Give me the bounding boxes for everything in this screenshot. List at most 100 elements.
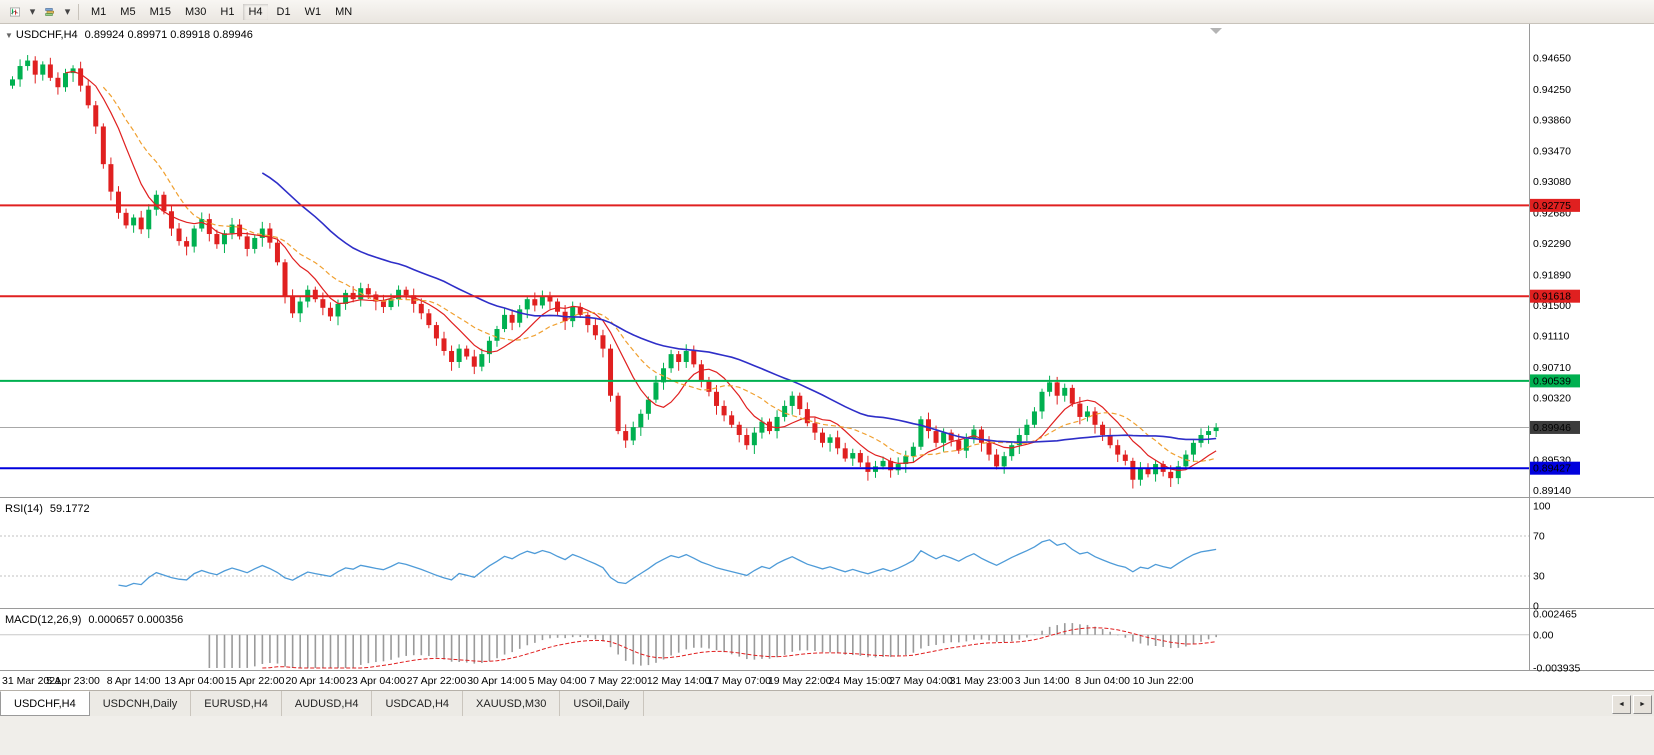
price-tag-text: 0.89427 (1533, 463, 1571, 475)
chart-window-caret-icon[interactable]: ▾ (27, 2, 38, 22)
timeframe-mn[interactable]: MN (329, 3, 358, 21)
timeframe-m1[interactable]: M1 (85, 3, 112, 21)
rsi-line (118, 539, 1217, 587)
chart-symbol: USDCHF,H4 (15, 29, 78, 41)
chart-window-icon[interactable] (3, 2, 27, 22)
timeframe-h4[interactable]: H4 (242, 3, 268, 21)
toolbar: ▾ ▾ M1 M5 M15 M30 H1 H4 D1 W1 MN (0, 0, 1654, 24)
chart-background (0, 24, 1654, 690)
ma-fast-line (65, 70, 1217, 472)
price-tag-text: 0.92775 (1533, 200, 1571, 212)
candles (10, 55, 1219, 489)
price-tick: 0.90320 (1533, 393, 1571, 405)
price-tick: 0.92290 (1533, 238, 1571, 250)
chart-canvas[interactable]: 0.946500.942500.938600.934700.930800.926… (0, 24, 1654, 690)
time-tick: 8 Apr 14:00 (107, 675, 161, 687)
macd-tick: 0.002465 (1533, 609, 1577, 621)
price-tag-text: 0.89946 (1533, 422, 1571, 434)
tab-audusd-h4[interactable]: AUDUSD,H4 (282, 691, 373, 716)
price-tick: 0.89140 (1533, 485, 1571, 497)
tab-xauusd-m30[interactable]: XAUUSD,M30 (463, 691, 561, 716)
price-tick: 0.91890 (1533, 269, 1571, 281)
rsi-tick: 70 (1533, 531, 1545, 543)
price-tick: 0.90710 (1533, 362, 1571, 374)
timeframe-d1[interactable]: D1 (271, 3, 297, 21)
price-tick: 0.93860 (1533, 115, 1571, 127)
price-tag-0.90539 (1530, 374, 1580, 388)
price-tick: 0.91110 (1533, 331, 1570, 343)
rsi-label: RSI(14) (5, 503, 43, 515)
macd-tick: 0.00 (1533, 629, 1554, 641)
rsi-tick: 0 (1533, 601, 1539, 613)
time-tick: 10 Jun 22:00 (1133, 675, 1194, 687)
price-tag-0.89427 (1530, 461, 1580, 475)
rsi-value: 59.1772 (49, 503, 90, 515)
time-tick: 31 May 23:00 (950, 675, 1014, 687)
time-tick: 27 Apr 22:00 (407, 675, 467, 687)
tab-usdcnh-daily[interactable]: USDCNH,Daily (90, 691, 192, 716)
price-tick: 0.91500 (1533, 300, 1571, 312)
mini-candlestick-icon (10, 7, 20, 16)
time-tick: 23 Apr 04:00 (346, 675, 406, 687)
toolbar-separator (78, 3, 79, 20)
time-tick: 30 Apr 14:00 (467, 675, 527, 687)
macd-signal-line (262, 627, 1217, 669)
main-price-pane[interactable] (0, 55, 1529, 489)
time-tick: 17 May 07:00 (707, 675, 771, 687)
price-tag-0.91618 (1530, 289, 1580, 303)
timeframe-m15[interactable]: M15 (144, 3, 177, 21)
macd-value: 0.000657 0.000356 (88, 614, 184, 626)
tab-eurusd-h4[interactable]: EURUSD,H4 (191, 691, 282, 716)
time-tick: 24 May 15:00 (829, 675, 893, 687)
chart-tab-bar: USDCHF,H4 USDCNH,Daily EURUSD,H4 AUDUSD,… (0, 690, 1654, 716)
timeframe-h1[interactable]: H1 (214, 3, 240, 21)
rsi-tick: 100 (1533, 501, 1551, 513)
price-tick: 0.94650 (1533, 53, 1571, 65)
time-tick: 5 May 04:00 (529, 675, 587, 687)
time-tick: 15 Apr 22:00 (225, 675, 285, 687)
indicators-icon[interactable] (38, 2, 62, 22)
price-axis[interactable]: 0.946500.942500.938600.934700.930800.926… (1530, 53, 1580, 675)
macd-tick: -0.003935 (1533, 663, 1580, 675)
collapse-triangle-icon[interactable]: ▼ (5, 31, 13, 40)
timeframe-m5[interactable]: M5 (114, 3, 141, 21)
layers-icon (45, 8, 54, 16)
price-tick: 0.94250 (1533, 84, 1571, 96)
time-tick: 19 May 22:00 (768, 675, 832, 687)
rsi-tick: 30 (1533, 571, 1545, 583)
time-tick: 20 Apr 14:00 (286, 675, 346, 687)
time-tick: 5 Apr 23:00 (46, 675, 100, 687)
time-tick: 3 Jun 14:00 (1015, 675, 1070, 687)
price-tag-0.89946 (1530, 420, 1580, 434)
chart-window[interactable]: 0.94650 0.94250 0.93860 0.93470 0.93080 0.926… (0, 24, 1654, 690)
indicators-caret-icon[interactable]: ▾ (62, 2, 73, 22)
time-tick: 8 Jun 04:00 (1075, 675, 1130, 687)
macd-label: MACD(12,26,9) (5, 614, 82, 626)
time-tick: 7 May 22:00 (589, 675, 647, 687)
time-tick: 31 Mar 2021 (2, 675, 61, 687)
macd-pane[interactable] (0, 623, 1529, 669)
chart-ohlc-header: ▼ USDCHF,H4 0.89924 0.89971 0.89918 0.8994… (5, 29, 253, 41)
tab-usdcad-h4[interactable]: USDCAD,H4 (372, 691, 464, 716)
macd-header: MACD(12,26,9) 0.000657 0.000356 (5, 614, 183, 626)
ma-slow-line (261, 172, 1217, 444)
tab-scroll-right-icon[interactable]: ► (1633, 695, 1652, 714)
chart-quote: 0.89924 0.89971 0.89918 0.89946 (84, 29, 253, 41)
price-tick: 0.93470 (1533, 145, 1571, 157)
chart-shift-marker[interactable] (1210, 28, 1222, 34)
rsi-pane[interactable] (0, 535, 1529, 587)
time-tick: 27 May 04:00 (889, 675, 953, 687)
price-tag-0.92775 (1530, 198, 1580, 212)
macd-histogram (208, 623, 1217, 668)
timeframe-w1[interactable]: W1 (299, 3, 328, 21)
timeframe-m30[interactable]: M30 (179, 3, 212, 21)
tab-scroll-left-icon[interactable]: ◄ (1612, 695, 1631, 714)
tab-usdchf-h4[interactable]: USDCHF,H4 (0, 691, 90, 716)
time-tick: 12 May 14:00 (647, 675, 711, 687)
tab-bar-spacer (644, 691, 1612, 716)
price-tag-text: 0.90539 (1533, 375, 1571, 387)
price-tick: 0.93080 (1533, 176, 1571, 188)
tab-usoil-daily[interactable]: USOil,Daily (560, 691, 644, 716)
